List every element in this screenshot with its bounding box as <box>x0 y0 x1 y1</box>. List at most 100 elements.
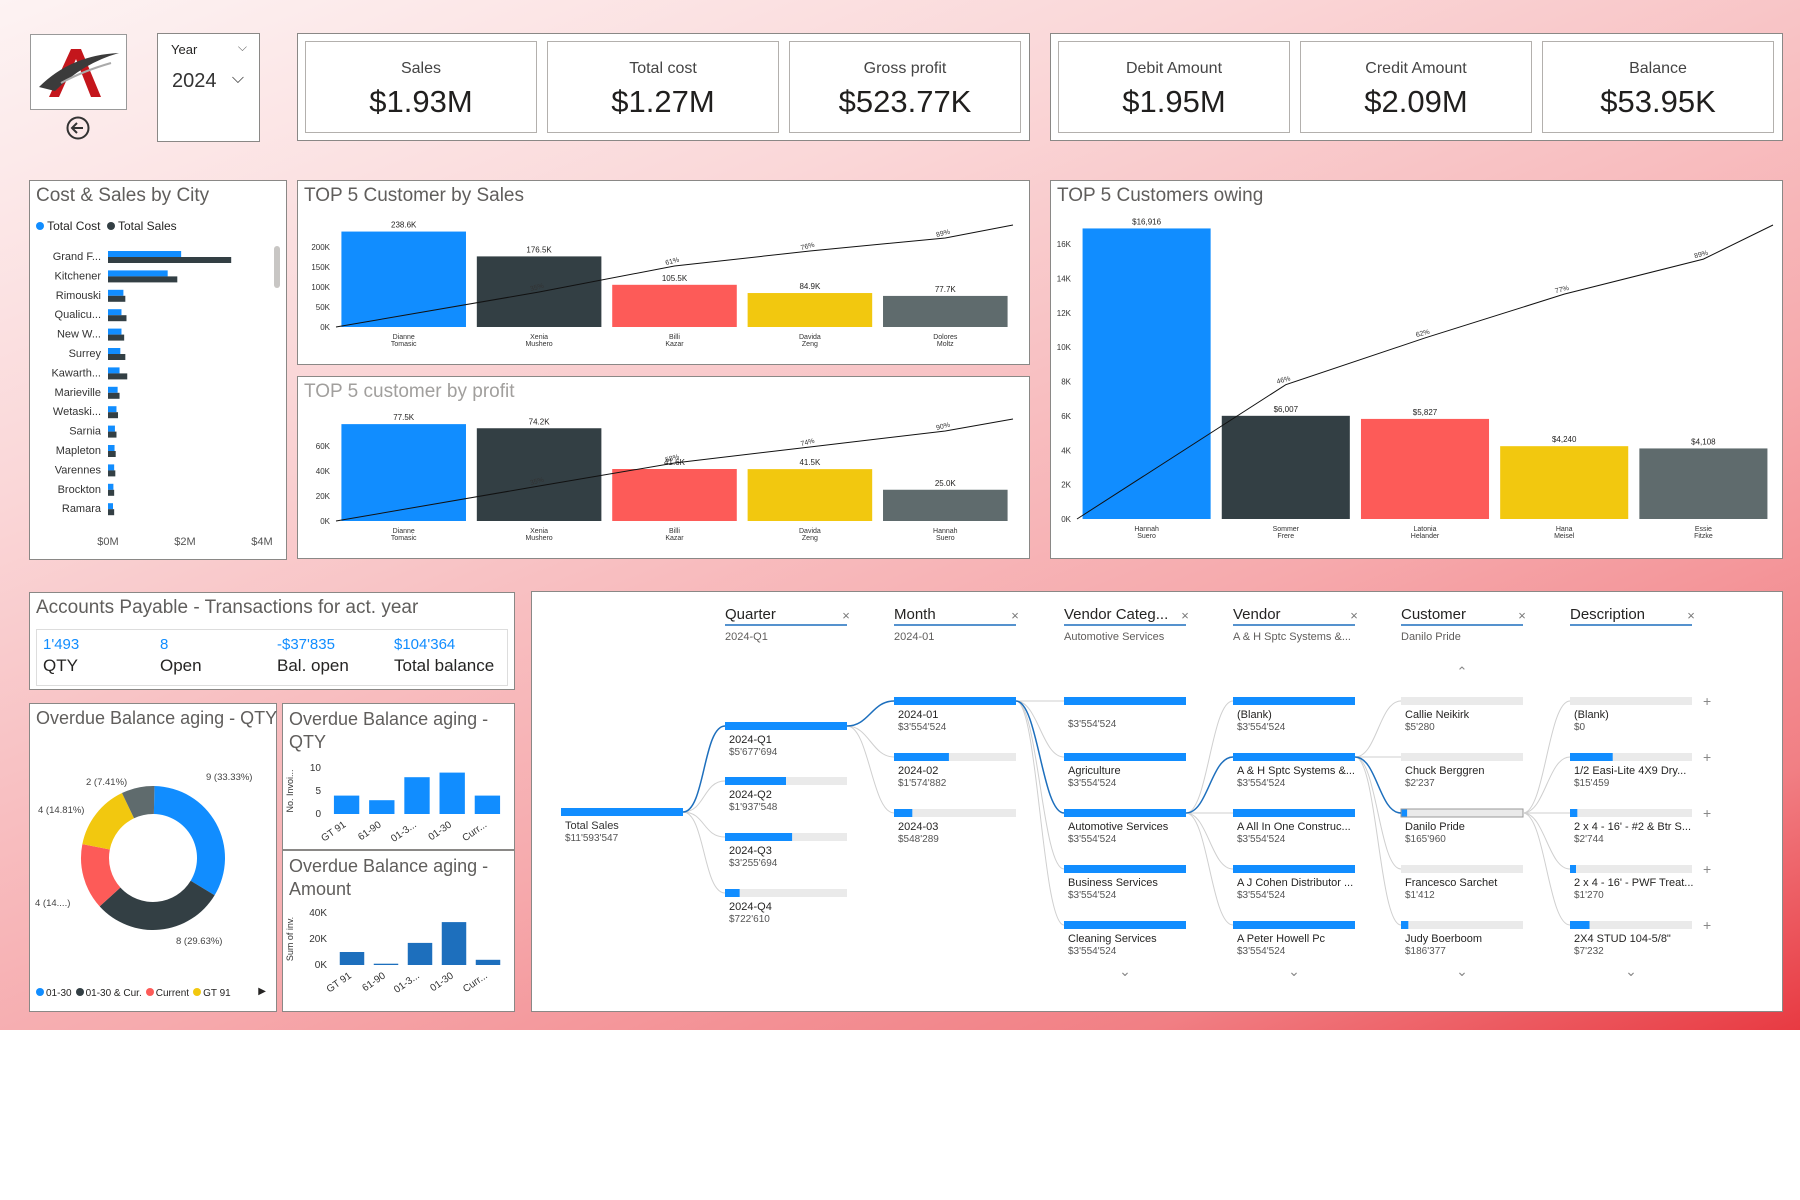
expand-plus-icon[interactable]: + <box>1703 749 1711 765</box>
tree-node-bar[interactable] <box>1064 697 1186 705</box>
tree-node-track[interactable] <box>1570 921 1692 929</box>
bar[interactable] <box>339 952 365 965</box>
city-bar-sales[interactable] <box>108 315 127 322</box>
city-bar-cost[interactable] <box>108 483 114 490</box>
bar[interactable] <box>1082 228 1211 520</box>
legend-next-icon[interactable]: ▶ <box>258 986 266 997</box>
expand-plus-icon[interactable]: + <box>1703 861 1711 877</box>
city-bar-cost[interactable] <box>108 328 122 335</box>
close-icon[interactable]: × <box>1518 608 1526 623</box>
tree-node-track[interactable] <box>1401 809 1523 817</box>
bar[interactable] <box>612 284 737 327</box>
tree-node-bar[interactable] <box>725 722 847 730</box>
bar[interactable] <box>407 942 433 965</box>
bar[interactable] <box>883 295 1008 327</box>
bar[interactable] <box>612 469 737 521</box>
city-bar-sales[interactable] <box>108 470 116 477</box>
bar[interactable] <box>1500 446 1629 519</box>
tree-node-bar[interactable] <box>894 809 913 817</box>
donut-slice[interactable] <box>99 880 215 930</box>
chevron-down-icon[interactable]: ⌄ <box>1625 963 1637 979</box>
close-icon[interactable]: × <box>1350 608 1358 623</box>
city-bar-sales[interactable] <box>108 451 116 457</box>
tree-node-bar[interactable] <box>1064 809 1186 817</box>
tree-node-track[interactable] <box>1401 921 1523 929</box>
tree-node-bar[interactable] <box>1570 865 1576 873</box>
bar[interactable] <box>747 293 873 327</box>
bar[interactable] <box>404 777 430 814</box>
donut-slice[interactable] <box>121 786 155 819</box>
tree-node-bar[interactable] <box>1233 809 1355 817</box>
bar[interactable] <box>341 231 466 327</box>
chevron-down-icon[interactable]: ⌄ <box>1288 963 1300 979</box>
tree-node-track[interactable] <box>1570 753 1692 761</box>
tree-node-track[interactable] <box>894 753 1016 761</box>
city-bar-sales[interactable] <box>108 412 119 419</box>
donut-slice[interactable] <box>81 844 121 907</box>
tree-node-bar[interactable] <box>1233 697 1355 705</box>
expand-plus-icon[interactable]: + <box>1703 693 1711 709</box>
city-bar-sales[interactable] <box>108 276 178 283</box>
tree-node-track[interactable] <box>894 809 1016 817</box>
bar[interactable] <box>373 963 399 965</box>
bar[interactable] <box>476 428 602 521</box>
city-bar-cost[interactable] <box>108 386 118 393</box>
bar[interactable] <box>1221 415 1350 519</box>
chevron-up-icon[interactable]: ⌃ <box>1457 664 1468 679</box>
bar[interactable] <box>475 959 501 965</box>
tree-node-bar[interactable] <box>894 697 1016 705</box>
city-bar-sales[interactable] <box>108 295 126 302</box>
bar[interactable] <box>883 489 1008 521</box>
tree-node-bar[interactable] <box>1233 753 1355 761</box>
chevron-down-icon[interactable]: ⌄ <box>1119 963 1131 979</box>
tree-node-bar[interactable] <box>894 753 949 761</box>
city-bar-cost[interactable] <box>108 406 117 413</box>
city-bar-cost[interactable] <box>108 251 182 257</box>
bar[interactable] <box>369 800 395 814</box>
tree-node-bar[interactable] <box>1570 753 1613 761</box>
tree-node-bar[interactable] <box>725 777 786 785</box>
expand-plus-icon[interactable]: + <box>1703 805 1711 821</box>
city-bar-cost[interactable] <box>108 309 122 316</box>
city-bar-cost[interactable] <box>108 367 120 374</box>
city-bar-sales[interactable] <box>108 373 128 380</box>
chevron-down-icon[interactable]: ⌄ <box>1456 963 1468 979</box>
bar[interactable] <box>1639 448 1768 519</box>
city-bar-sales[interactable] <box>108 257 232 263</box>
bar[interactable] <box>439 772 465 814</box>
tree-node-bar[interactable] <box>1570 809 1578 817</box>
city-bar-sales[interactable] <box>108 392 120 399</box>
tree-node-bar[interactable] <box>725 889 740 897</box>
expand-plus-icon[interactable]: + <box>1703 917 1711 933</box>
tree-node-bar[interactable] <box>1401 921 1409 929</box>
tree-node-bar[interactable] <box>1233 921 1355 929</box>
city-bar-cost[interactable] <box>108 503 114 510</box>
close-icon[interactable]: × <box>1181 608 1189 623</box>
year-dropdown[interactable]: 2024 ⌵ <box>172 70 244 92</box>
city-bar-sales[interactable] <box>108 509 115 516</box>
city-bar-cost[interactable] <box>108 464 115 471</box>
city-bar-sales[interactable] <box>108 354 126 360</box>
tree-root-bar[interactable] <box>561 808 683 816</box>
city-bar-sales[interactable] <box>108 489 115 496</box>
bar[interactable] <box>747 469 873 521</box>
donut-slice[interactable] <box>82 793 135 850</box>
city-bar-cost[interactable] <box>108 270 168 277</box>
back-arrow-icon[interactable] <box>66 116 90 140</box>
tree-node-track[interactable] <box>1570 865 1692 873</box>
tree-node-bar[interactable] <box>1064 921 1186 929</box>
scrollbar[interactable] <box>274 246 280 288</box>
tree-node-bar[interactable] <box>1064 865 1186 873</box>
city-bar-cost[interactable] <box>108 425 115 432</box>
city-bar-sales[interactable] <box>108 431 117 438</box>
tree-node-bar[interactable] <box>1233 865 1355 873</box>
bar[interactable] <box>341 424 466 521</box>
tree-node-bar[interactable] <box>725 833 793 841</box>
close-icon[interactable]: × <box>1011 608 1019 623</box>
city-bar-cost[interactable] <box>108 348 121 354</box>
bar[interactable] <box>1360 418 1490 519</box>
tree-node-track[interactable] <box>1570 809 1692 817</box>
tree-node-track[interactable] <box>1401 697 1523 705</box>
city-bar-cost[interactable] <box>108 289 124 296</box>
tree-node-track[interactable] <box>1401 753 1523 761</box>
